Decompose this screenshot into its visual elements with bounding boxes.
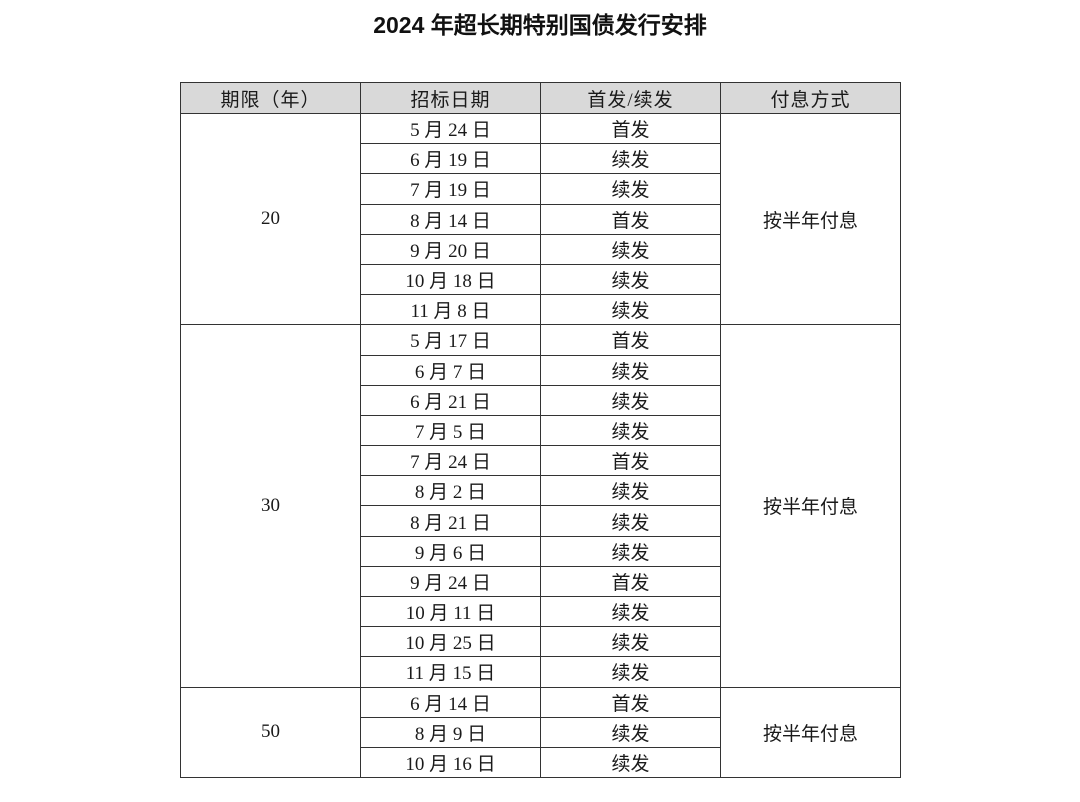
table-row: 20 5 月 24 日首发 按半年付息: [180, 112, 901, 326]
issuance-schedule-table: 期限（年） 招标日期 首发/续发 付息方式 20 5 月 24 日首发 按半年付息 6…: [180, 82, 901, 779]
auction-date-cell: 8 月 9 日: [360, 716, 541, 748]
issue-type-cell: 续发: [540, 626, 721, 658]
issue-type-cell: 续发: [540, 656, 721, 688]
issue-type-cell: 续发: [540, 746, 721, 779]
issue-type-cell: 续发: [540, 173, 721, 205]
issue-type-cell: 首发: [540, 686, 721, 718]
term-cell: 20: [180, 112, 361, 326]
header-issue-type: 首发/续发: [540, 82, 721, 114]
table-row: 10 月 25 日续发: [181, 626, 901, 658]
auction-date-cell: 11 月 15 日: [360, 656, 541, 688]
issue-type-cell: 续发: [540, 535, 721, 567]
auction-date-cell: 10 月 25 日: [360, 626, 541, 658]
issue-type-cell: 首发: [540, 445, 721, 477]
auction-date-cell: 10 月 11 日: [360, 595, 541, 628]
table-row: 7 月 24 日首发: [181, 445, 901, 477]
interest-payment-cell: 按半年付息: [720, 324, 901, 688]
header-term: 期限（年）: [180, 82, 361, 114]
term-cell: 50: [180, 686, 361, 779]
auction-date-cell: 8 月 14 日: [360, 203, 541, 235]
auction-date-cell: 6 月 14 日: [360, 686, 541, 718]
issue-type-cell: 续发: [540, 294, 721, 326]
interest-payment-cell: 按半年付息: [720, 112, 901, 326]
issue-type-cell: 续发: [540, 414, 721, 447]
auction-date-cell: 5 月 24 日: [360, 112, 541, 145]
table-row: 11 月 15 日续发: [181, 656, 901, 688]
auction-date-cell: 9 月 24 日: [360, 565, 541, 598]
table-row: 50 6 月 14 日首发 按半年付息: [180, 686, 901, 779]
issue-type-cell: 续发: [540, 595, 721, 628]
table-row: 9 月 20 日续发: [181, 233, 901, 265]
table-row: 6 月 7 日续发: [181, 354, 901, 386]
table-row: 6 月 21 日续发: [181, 384, 901, 416]
table-row: 8 月 14 日首发: [181, 203, 901, 235]
table-row: 10 月 11 日续发: [181, 595, 901, 628]
table-row: 10 月 16 日续发: [181, 746, 901, 779]
issue-type-cell: 续发: [540, 233, 721, 265]
table-row: 7 月 5 日续发: [181, 414, 901, 447]
header-interest-payment: 付息方式: [720, 82, 901, 114]
auction-date-cell: 7 月 5 日: [360, 414, 541, 447]
table-row: 7 月 19 日续发: [181, 173, 901, 205]
table-row: 9 月 6 日续发: [181, 535, 901, 567]
auction-date-cell: 9 月 6 日: [360, 535, 541, 567]
auction-date-cell: 7 月 19 日: [360, 173, 541, 205]
table-row: 30 5 月 17 日首发 按半年付息: [180, 324, 901, 688]
table-row: 9 月 24 日首发: [181, 565, 901, 598]
issue-type-cell: 首发: [540, 565, 721, 598]
auction-date-cell: 7 月 24 日: [360, 445, 541, 477]
issue-type-cell: 续发: [540, 354, 721, 386]
issue-type-cell: 续发: [540, 716, 721, 748]
auction-date-cell: 8 月 2 日: [360, 475, 541, 507]
issue-type-cell: 首发: [540, 112, 721, 145]
issue-type-cell: 续发: [540, 263, 721, 296]
issue-type-cell: 首发: [540, 203, 721, 235]
table-row: 6 月 19 日续发: [181, 143, 901, 175]
document-title: 2024 年超长期特别国债发行安排: [373, 12, 707, 38]
table-row: 10 月 18 日续发: [181, 263, 901, 296]
issue-type-cell: 续发: [540, 384, 721, 416]
auction-date-cell: 11 月 8 日: [360, 294, 541, 326]
issue-type-cell: 首发: [540, 324, 721, 356]
table-row: 11 月 8 日续发: [181, 294, 901, 326]
table-row: 8 月 21 日续发: [181, 505, 901, 537]
auction-date-cell: 5 月 17 日: [360, 324, 541, 356]
interest-payment-cell: 按半年付息: [720, 686, 901, 779]
auction-date-cell: 9 月 20 日: [360, 233, 541, 265]
issue-type-cell: 续发: [540, 143, 721, 175]
auction-date-cell: 6 月 19 日: [360, 143, 541, 175]
term-cell: 30: [180, 324, 361, 688]
table-header-row: 期限（年） 招标日期 首发/续发 付息方式: [180, 82, 901, 114]
auction-date-cell: 8 月 21 日: [360, 505, 541, 537]
auction-date-cell: 6 月 7 日: [360, 354, 541, 386]
issue-type-cell: 续发: [540, 505, 721, 537]
table-row: 8 月 2 日续发: [181, 475, 901, 507]
issue-type-cell: 续发: [540, 475, 721, 507]
header-auction-date: 招标日期: [360, 82, 541, 114]
auction-date-cell: 10 月 18 日: [360, 263, 541, 296]
auction-date-cell: 10 月 16 日: [360, 746, 541, 779]
auction-date-cell: 6 月 21 日: [360, 384, 541, 416]
